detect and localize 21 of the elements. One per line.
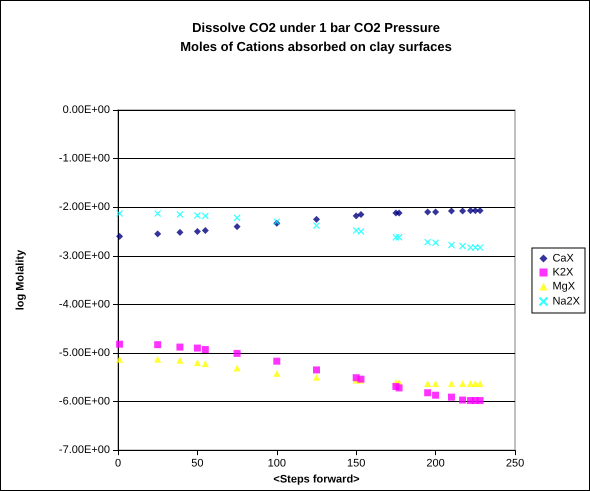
y-tick-label: -3.00E+00: [58, 250, 110, 262]
x-tick-label: 0: [114, 458, 122, 470]
x-axis-title: <Steps forward>: [273, 474, 360, 486]
legend-label: CaX: [552, 252, 575, 264]
legend-label: MgX: [552, 280, 576, 292]
legend-label: Na2X: [552, 296, 581, 308]
y-tick-label: -4.00E+00: [58, 298, 110, 310]
y-tick-label: -2.00E+00: [58, 201, 110, 214]
x-tick-label: 250: [506, 458, 524, 470]
y-tick-label: -5.00E+00: [58, 346, 110, 359]
x-tick-label: 100: [268, 458, 286, 470]
x-tick-label: 150: [347, 458, 366, 470]
chart-title: Dissolve CO2 under 1 bar CO2 Pressure Moles of Cations absorbed on clay surfaces: [180, 20, 452, 54]
x-tick-label: 200: [426, 458, 445, 470]
y-tick-label: -7.00E+00: [58, 444, 110, 456]
y-axis-title: log Molality: [14, 248, 26, 310]
y-tick-label: -1.00E+00: [58, 152, 110, 165]
x-tick-label: 50: [191, 458, 204, 470]
legend-label: K2X: [552, 266, 574, 278]
y-tick-label: 0.00E+00: [62, 104, 110, 116]
y-tick-label: -6.00E+00: [58, 396, 110, 408]
